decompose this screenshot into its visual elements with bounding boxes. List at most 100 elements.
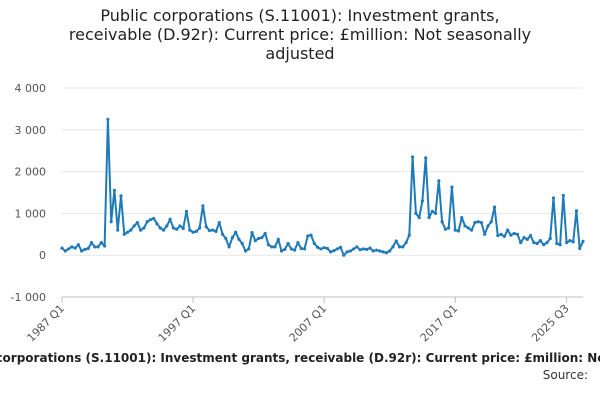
- data-point: [578, 246, 582, 251]
- data-point: [502, 234, 506, 238]
- data-point: [532, 241, 536, 245]
- y-tick-label: 0: [39, 249, 46, 262]
- data-point: [132, 224, 136, 228]
- data-point: [293, 248, 297, 252]
- data-point: [512, 231, 516, 236]
- data-point: [496, 233, 500, 238]
- data-point: [93, 245, 97, 249]
- data-point: [440, 220, 444, 224]
- data-point: [499, 232, 503, 236]
- data-point: [522, 236, 526, 240]
- data-point: [348, 249, 352, 253]
- data-point: [240, 241, 244, 246]
- data-point: [571, 240, 575, 244]
- data-point: [525, 237, 529, 241]
- data-point: [191, 230, 195, 234]
- data-point: [145, 220, 149, 224]
- legend: Public corporations (S.11001): Investmen…: [0, 351, 600, 365]
- data-point: [155, 222, 159, 226]
- data-point: [263, 231, 267, 236]
- data-point: [427, 215, 431, 220]
- data-point: [302, 247, 307, 251]
- data-point: [342, 253, 346, 257]
- data-point: [234, 230, 238, 234]
- data-point: [270, 245, 274, 249]
- data-point: [89, 241, 94, 245]
- data-point: [394, 239, 398, 243]
- data-point: [309, 233, 313, 237]
- data-point: [401, 245, 405, 249]
- data-point: [473, 220, 477, 225]
- data-point: [266, 243, 271, 247]
- data-point: [430, 209, 434, 213]
- data-point: [207, 228, 212, 233]
- data-point: [509, 233, 513, 237]
- data-point: [122, 232, 126, 236]
- data-point: [322, 246, 326, 250]
- data-point: [70, 245, 74, 249]
- data-point: [506, 228, 510, 232]
- data-point: [312, 241, 316, 246]
- data-point: [355, 245, 359, 249]
- data-point: [548, 236, 552, 241]
- data-point: [391, 245, 395, 249]
- chart-title-line-2: receivable (D.92r): Current price: £mill…: [68, 25, 532, 44]
- data-point: [381, 250, 385, 254]
- data-point: [476, 220, 480, 224]
- data-point: [201, 204, 205, 208]
- data-point: [424, 156, 428, 160]
- data-point: [479, 220, 484, 225]
- data-point: [325, 246, 330, 251]
- data-point: [561, 193, 565, 198]
- data-point: [161, 228, 166, 232]
- data-point: [352, 247, 356, 251]
- y-tick-label: -1 000: [11, 291, 46, 304]
- data-point: [152, 216, 156, 221]
- data-point: [332, 249, 336, 253]
- data-point: [279, 249, 284, 253]
- data-point: [469, 228, 474, 232]
- data-point: [335, 247, 339, 251]
- data-point: [286, 241, 290, 246]
- data-point: [433, 211, 438, 215]
- x-tick-label: 2007 Q1: [287, 302, 330, 345]
- y-tick-label: 1 000: [15, 207, 47, 220]
- x-tick-label: 1997 Q1: [156, 302, 199, 345]
- data-point: [456, 229, 461, 233]
- data-point: [224, 236, 228, 241]
- data-point: [545, 241, 549, 245]
- data-point: [257, 236, 261, 241]
- data-point: [538, 238, 543, 243]
- y-tick-label: 2 000: [15, 166, 47, 179]
- data-point: [486, 224, 490, 228]
- data-point: [66, 247, 71, 251]
- data-point: [542, 243, 546, 247]
- data-point: [558, 243, 562, 247]
- data-point: [338, 245, 343, 249]
- data-point: [204, 225, 208, 229]
- data-point: [86, 246, 90, 251]
- data-point: [450, 185, 454, 189]
- data-point: [555, 241, 559, 246]
- data-point: [289, 247, 293, 251]
- data-point: [306, 234, 310, 238]
- data-point: [188, 228, 192, 232]
- series-line: [61, 118, 584, 257]
- data-point: [581, 239, 585, 244]
- data-point: [466, 226, 470, 230]
- data-point: [106, 117, 110, 121]
- chart-title: Public corporations (S.11001): Investmen…: [0, 6, 600, 63]
- x-tick-label: 1987 Q1: [25, 302, 68, 345]
- data-point: [397, 245, 402, 249]
- data-point: [227, 245, 231, 249]
- data-point: [443, 227, 447, 231]
- data-point: [243, 249, 248, 253]
- data-point: [260, 236, 264, 240]
- data-point: [211, 228, 215, 232]
- data-point: [388, 249, 392, 253]
- data-point: [181, 226, 185, 231]
- data-point: [73, 246, 77, 250]
- data-point: [417, 215, 421, 220]
- chart-title-line-1: Public corporations (S.11001): Investmen…: [100, 6, 500, 25]
- data-point: [60, 246, 64, 250]
